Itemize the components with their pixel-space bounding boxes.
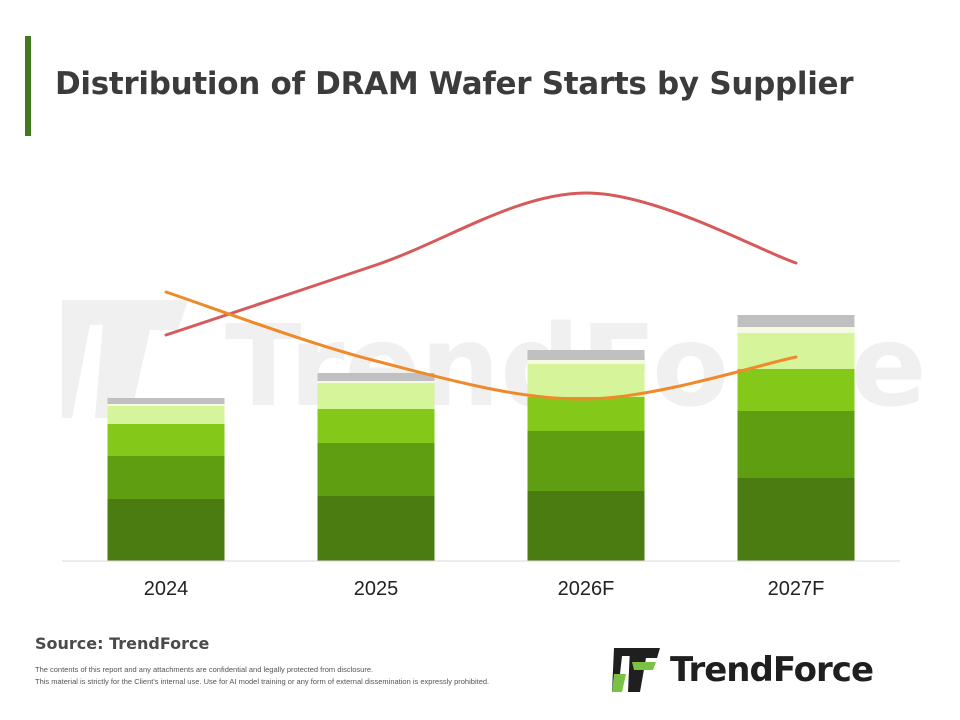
- disclaimer-line-1: The contents of this report and any atta…: [35, 665, 374, 674]
- bar-segment-6-2024: [107, 398, 225, 404]
- bar-segment-2-2026F: [527, 431, 645, 491]
- source-note: Source: TrendForce: [35, 634, 210, 653]
- bar-segment-5-2025: [317, 381, 435, 383]
- trendforce-logo: TrendForce: [612, 646, 874, 694]
- title-accent-bar: [25, 36, 31, 136]
- trendforce-logo-icon: [612, 648, 660, 692]
- trend-line-orange: [164, 290, 798, 401]
- bar-segment-4-2024: [107, 406, 225, 424]
- bar-segment-3-2025: [317, 409, 435, 443]
- bar-segment-3-2024: [107, 424, 225, 456]
- x-tick-label: 2024: [144, 578, 189, 600]
- bar-segment-2-2024: [107, 456, 225, 499]
- disclaimer-line-2: This material is strictly for the Client…: [35, 677, 490, 686]
- bar-segment-1-2024: [107, 499, 225, 561]
- bar-segment-5-2026F: [527, 360, 645, 364]
- bar-segment-5-2027F: [737, 327, 855, 333]
- bar-segment-1-2027F: [737, 478, 855, 561]
- bar-segment-1-2025: [317, 496, 435, 561]
- bar-segment-4-2025: [317, 383, 435, 409]
- bar-segment-5-2024: [107, 404, 225, 406]
- bar-segment-4-2027F: [737, 333, 855, 369]
- bar-segment-3-2027F: [737, 369, 855, 411]
- bar-segment-1-2026F: [527, 491, 645, 561]
- chart-title: Distribution of DRAM Wafer Starts by Sup…: [55, 66, 854, 102]
- x-tick-label: 2027F: [768, 578, 825, 600]
- x-tick-label: 2026F: [558, 578, 615, 600]
- bar-segment-2-2025: [317, 443, 435, 496]
- bar-segment-6-2026F: [527, 350, 645, 360]
- bar-segment-2-2027F: [737, 411, 855, 478]
- bar-segment-3-2026F: [527, 397, 645, 431]
- bar-segment-6-2025: [317, 373, 435, 381]
- trend-line-red: [164, 191, 798, 337]
- x-tick-label: 2025: [354, 578, 399, 600]
- bar-segment-4-2026F: [527, 364, 645, 397]
- bar-segment-6-2027F: [737, 315, 855, 327]
- trendforce-logo-text: TrendForce: [670, 650, 874, 690]
